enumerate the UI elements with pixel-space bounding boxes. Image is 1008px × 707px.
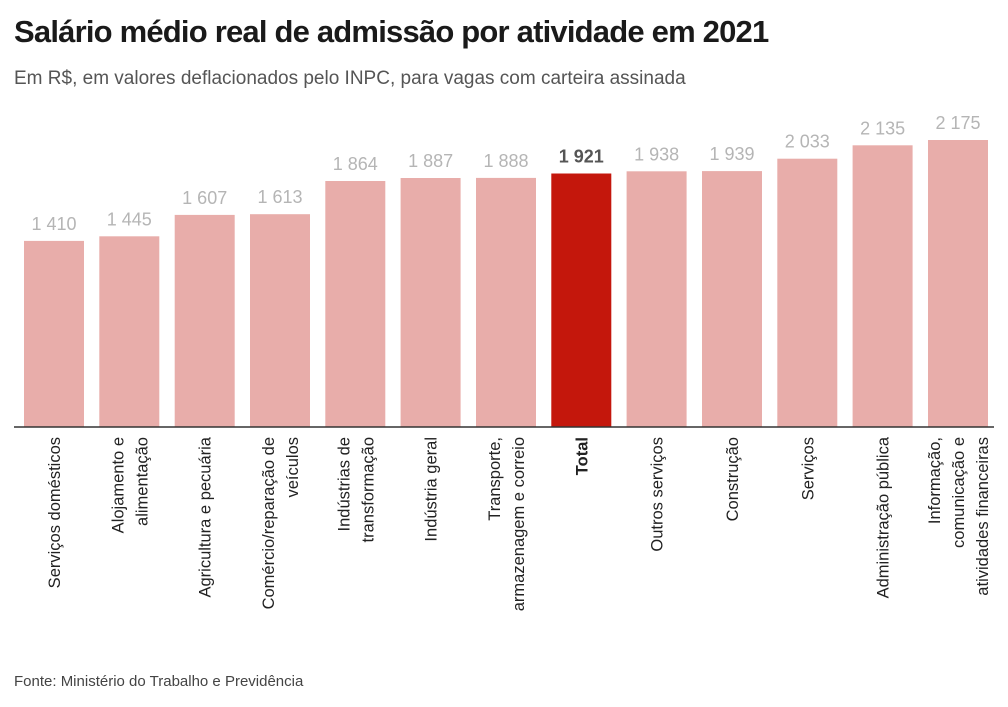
bar-2 (99, 236, 160, 427)
value-label-4: 1 613 (257, 187, 302, 207)
bar-4 (250, 214, 310, 427)
category-label-line: Alojamento e (109, 437, 127, 533)
category-label-line: Agricultura e pecuária (197, 436, 215, 597)
chart-subtitle: Em R$, em valores deflacionados pelo INP… (14, 68, 686, 89)
category-label-line: Serviços domésticos (46, 437, 64, 588)
bar-7 (476, 177, 536, 427)
category-label-line: armazenagem e correio (510, 437, 528, 611)
category-label-line: Transporte, (486, 437, 504, 521)
bar-6 (400, 178, 461, 427)
category-label-7: Transporte, armazenagem e correio (486, 437, 528, 611)
bar-12 (852, 145, 913, 428)
category-label-line: Serviços (799, 437, 817, 500)
category-label-2: Alojamento e alimentação (109, 437, 151, 533)
category-label-line: Informação, (926, 437, 944, 524)
category-label-12: Administração pública (875, 436, 893, 598)
category-label-line: Indústrias de (335, 437, 353, 531)
category-label-5: Indústrias de transformação (335, 437, 377, 542)
bar-10 (702, 171, 762, 427)
category-label-8: Total (573, 437, 591, 475)
category-label-line: Outros serviços (649, 437, 667, 552)
category-label-line: Administração pública (875, 436, 893, 598)
value-label-2: 1 445 (107, 209, 152, 229)
value-label-11: 2 033 (785, 132, 830, 152)
category-label-line: Total (573, 437, 591, 475)
value-label-8: 1 921 (559, 147, 604, 167)
category-label-13: Informação, comunicação e atividades finan… (926, 437, 992, 596)
category-label-11: Serviços (799, 437, 817, 500)
category-label-1: Serviços domésticos (46, 437, 64, 588)
chart-title: Salário médio real de admissão por ativi… (14, 14, 769, 49)
category-label-line: atividades financeiras (974, 437, 992, 596)
bar-11 (777, 158, 838, 427)
bar-9 (626, 171, 687, 427)
value-label-12: 2 135 (860, 118, 905, 138)
category-label-line: Comércio/reparação de (260, 437, 278, 609)
value-label-10: 1 939 (709, 144, 754, 164)
bar-8 (551, 173, 612, 427)
source-note: Fonte: Ministério do Trabalho e Previdên… (14, 673, 304, 690)
value-label-13: 2 175 (935, 113, 980, 133)
category-label-6: Indústria geral (423, 437, 441, 542)
bar-5 (325, 181, 386, 427)
category-label-line: transformação (359, 437, 377, 542)
value-label-1: 1 410 (31, 214, 76, 234)
category-label-line: alimentação (133, 437, 151, 526)
category-label-line: veículos (284, 437, 302, 498)
bar-1 (24, 240, 84, 427)
category-label-4: Comércio/reparação de veículos (260, 437, 302, 609)
value-label-6: 1 887 (408, 151, 453, 171)
value-label-7: 1 888 (483, 151, 528, 171)
category-label-3: Agricultura e pecuária (197, 436, 215, 597)
category-label-9: Outros serviços (649, 437, 667, 552)
value-label-9: 1 938 (634, 144, 679, 164)
bar-13 (928, 140, 988, 427)
bar-3 (174, 214, 235, 427)
category-label-line: Indústria geral (423, 437, 441, 542)
value-label-5: 1 864 (333, 154, 378, 174)
category-label-10: Construção (724, 437, 742, 521)
category-label-line: comunicação e (950, 437, 968, 548)
value-label-3: 1 607 (182, 188, 227, 208)
category-label-line: Construção (724, 437, 742, 521)
